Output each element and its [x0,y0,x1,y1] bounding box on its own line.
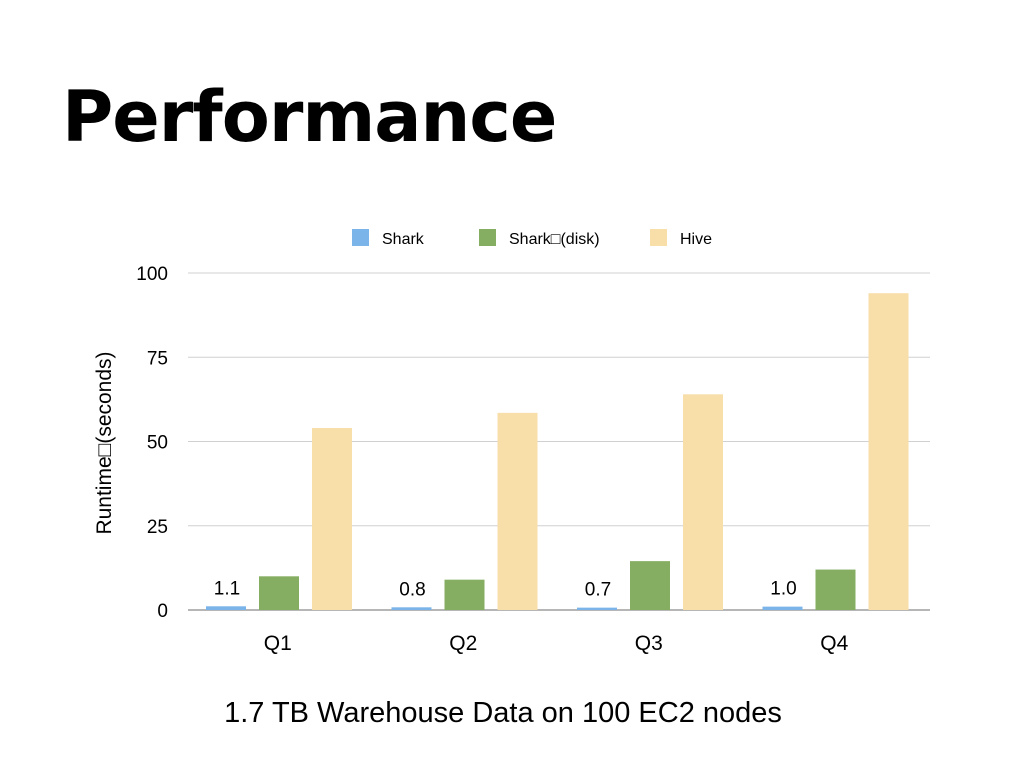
bar-shark-q2 [391,607,432,610]
bar-shark-q1 [206,606,246,610]
bar-hive-q4 [868,293,909,610]
bar-shark-disk--q2 [444,579,485,610]
value-labels: 1.1 0.8 0.7 1.0 [214,578,797,600]
legend-label: Hive [680,231,712,248]
chart-bars [206,293,909,610]
legend-swatch [479,229,496,246]
y-tick-label: 0 [157,601,168,622]
bar-shark-q3 [577,607,617,610]
bar-chart: Shark Shark□(disk) Hive 0 25 50 75 100 1.1 0.8 0… [93,229,930,655]
value-label: 0.7 [585,580,611,601]
x-axis-ticks: Q1 Q2 Q3 Q4 [264,632,849,655]
legend-label: Shark□(disk) [509,231,600,248]
value-label: 1.1 [214,578,240,599]
slide-caption: 1.7 TB Warehouse Data on 100 EC2 nodes [224,697,782,729]
y-tick-label: 100 [136,264,168,285]
chart-legend: Shark Shark□(disk) Hive [352,229,712,248]
bar-shark-disk--q4 [815,569,856,610]
legend-label: Shark [382,231,425,248]
y-tick-label: 75 [147,348,168,369]
bar-hive-q2 [497,412,538,610]
chart-gridlines [188,272,930,611]
x-tick-label: Q3 [635,632,663,655]
slide-title: Performance [62,76,557,158]
bar-hive-q1 [312,428,352,610]
value-label: 1.0 [770,579,796,600]
bar-shark-q4 [762,606,803,610]
bar-hive-q3 [683,394,723,610]
bar-shark-disk--q1 [259,576,299,610]
bar-shark-disk--q3 [630,561,670,610]
legend-swatch [650,229,667,246]
y-tick-label: 50 [147,433,168,454]
y-axis-ticks: 0 25 50 75 100 [136,264,168,622]
x-tick-label: Q1 [264,632,292,655]
chart-area: Shark Shark□(disk) Hive 0 25 50 75 100 1.1 0.8 0… [0,210,1024,670]
value-label: 0.8 [399,579,425,600]
y-axis-label: Runtime□(seconds) [93,351,116,534]
x-tick-label: Q2 [449,632,477,655]
legend-swatch [352,229,369,246]
y-tick-label: 25 [147,517,168,538]
x-tick-label: Q4 [820,632,848,655]
